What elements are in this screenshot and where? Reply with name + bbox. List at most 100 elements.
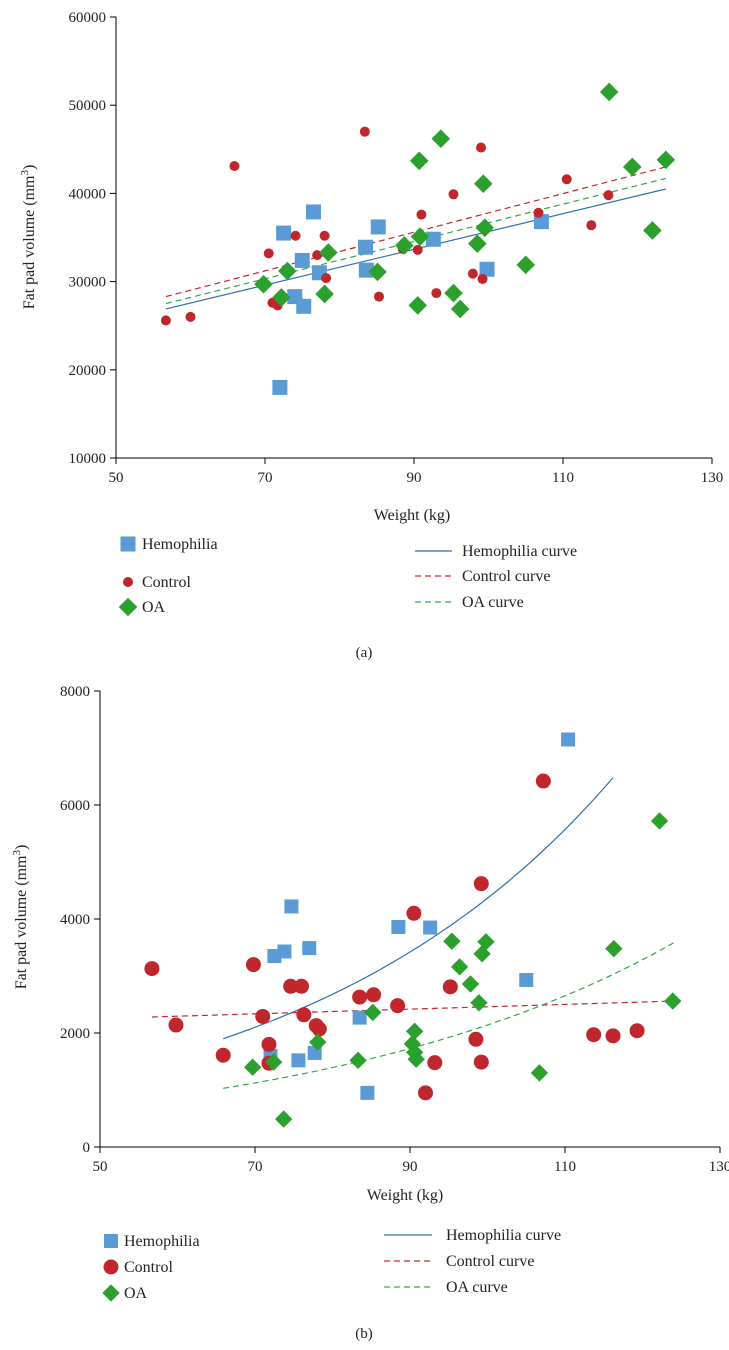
oa-point bbox=[664, 992, 682, 1010]
oa-point bbox=[368, 262, 387, 282]
oa-point bbox=[254, 274, 273, 294]
hemophilia-point bbox=[533, 214, 549, 230]
hemophilia-point bbox=[423, 920, 438, 935]
x-axis-ticks: 50 70 90 110 130 bbox=[109, 458, 723, 486]
oa-point bbox=[410, 227, 430, 246]
control-point bbox=[215, 1047, 231, 1063]
chart-b: 0 2000 4000 6000 8000 50 70 90 110 130 Weight (k… bbox=[11, 684, 729, 1342]
oa-point bbox=[408, 296, 428, 315]
axes bbox=[99, 691, 720, 1148]
x-tick-label: 90 bbox=[403, 1159, 418, 1175]
y-tick-label: 20000 bbox=[69, 363, 107, 379]
x-axis-label: Weight (kg) bbox=[367, 1187, 443, 1204]
control-point bbox=[467, 268, 478, 279]
legend: Hemophilia Control OA Hemophilia curve Contr… bbox=[118, 536, 577, 617]
control-point bbox=[406, 905, 422, 921]
hemophilia-point bbox=[294, 252, 310, 268]
control-point bbox=[373, 291, 384, 302]
y-tick-label: 0 bbox=[83, 1140, 91, 1156]
oa-point bbox=[475, 218, 495, 238]
oa-point bbox=[272, 288, 291, 307]
hemophilia-point bbox=[291, 1053, 306, 1068]
control-point bbox=[261, 1036, 277, 1052]
control-point bbox=[629, 1023, 645, 1039]
hemophilia-point bbox=[360, 1085, 375, 1100]
oa-point bbox=[650, 812, 669, 830]
hemophilia-point bbox=[391, 919, 406, 934]
hemophilia-point bbox=[352, 1010, 367, 1025]
oa-point bbox=[470, 994, 488, 1012]
control-point bbox=[473, 876, 489, 892]
oa-point bbox=[278, 261, 297, 281]
oa-point bbox=[444, 283, 463, 303]
legend-hemophilia-marker bbox=[120, 536, 136, 552]
hemophilia-point bbox=[305, 204, 321, 220]
oa-point bbox=[349, 1051, 367, 1070]
oa-point bbox=[274, 1110, 293, 1128]
control-point bbox=[229, 161, 240, 172]
oa-point bbox=[364, 1003, 382, 1022]
oa-point bbox=[599, 82, 619, 102]
control-point bbox=[427, 1055, 443, 1071]
control-point bbox=[418, 1085, 433, 1101]
hemophilia-point bbox=[358, 239, 374, 255]
y-axis-label: Fat pad volume (mm3) bbox=[19, 165, 38, 310]
x-tick-label: 50 bbox=[109, 470, 124, 486]
x-tick-label: 110 bbox=[554, 1159, 576, 1175]
control-point bbox=[168, 1017, 184, 1033]
oa-point bbox=[403, 1035, 422, 1053]
oa-point bbox=[622, 157, 642, 177]
control-point bbox=[185, 311, 196, 322]
legend-control-marker bbox=[123, 577, 133, 587]
panel-label: (b) bbox=[355, 1326, 373, 1342]
y-tick-label: 30000 bbox=[69, 275, 107, 291]
y-tick-label: 8000 bbox=[60, 684, 90, 700]
control-point bbox=[431, 288, 442, 299]
control-point bbox=[468, 1031, 484, 1047]
hemophilia-point bbox=[276, 225, 292, 241]
legend-oa-label: OA bbox=[142, 599, 166, 616]
y-axis-ticks: 0 2000 4000 6000 8000 bbox=[60, 684, 100, 1156]
control-point bbox=[476, 142, 487, 153]
control-point bbox=[603, 190, 614, 201]
oa-point bbox=[309, 1033, 327, 1051]
panel-label: (a) bbox=[356, 645, 373, 661]
legend-hemophilia-label: Hemophilia bbox=[124, 1233, 200, 1250]
oa-point bbox=[473, 174, 493, 193]
oa-point bbox=[450, 958, 469, 976]
legend-hemophilia-curve-label: Hemophilia curve bbox=[446, 1227, 561, 1244]
hemophilia-point bbox=[296, 298, 312, 314]
hemophilia-point bbox=[358, 262, 374, 278]
control-point bbox=[366, 987, 382, 1003]
oa-point bbox=[264, 1053, 283, 1071]
hemophilia-curve-line bbox=[223, 777, 614, 1040]
oa-point bbox=[643, 221, 662, 240]
control-point bbox=[245, 957, 261, 973]
legend-oa-curve-label: OA curve bbox=[446, 1279, 508, 1296]
x-tick-label: 130 bbox=[709, 1159, 729, 1175]
oa-point bbox=[530, 1064, 549, 1082]
oa-point bbox=[516, 255, 536, 275]
control-point bbox=[319, 230, 330, 241]
y-tick-label: 4000 bbox=[60, 912, 90, 928]
y-tick-label: 10000 bbox=[69, 451, 107, 467]
x-tick-label: 70 bbox=[258, 470, 273, 486]
x-tick-label: 110 bbox=[552, 470, 574, 486]
oa-point bbox=[431, 129, 451, 149]
control-point bbox=[390, 998, 406, 1014]
legend-oa-marker bbox=[102, 1284, 120, 1302]
legend-oa-label: OA bbox=[124, 1285, 148, 1302]
oa-point bbox=[656, 150, 676, 170]
x-tick-label: 90 bbox=[407, 470, 422, 486]
hemophilia-point bbox=[425, 231, 441, 247]
control-point bbox=[160, 315, 171, 326]
legend-oa-marker bbox=[118, 597, 138, 617]
x-axis-ticks: 50 70 90 110 130 bbox=[93, 1147, 729, 1175]
y-axis-ticks: 10000 20000 30000 40000 50000 60000 bbox=[69, 10, 116, 467]
hemophilia-point bbox=[479, 261, 495, 277]
oa-point bbox=[407, 1050, 425, 1068]
data-points bbox=[160, 82, 676, 395]
legend-hemophilia-label: Hemophilia bbox=[142, 536, 218, 553]
legend-hemophilia-curve-label: Hemophilia curve bbox=[462, 543, 577, 560]
